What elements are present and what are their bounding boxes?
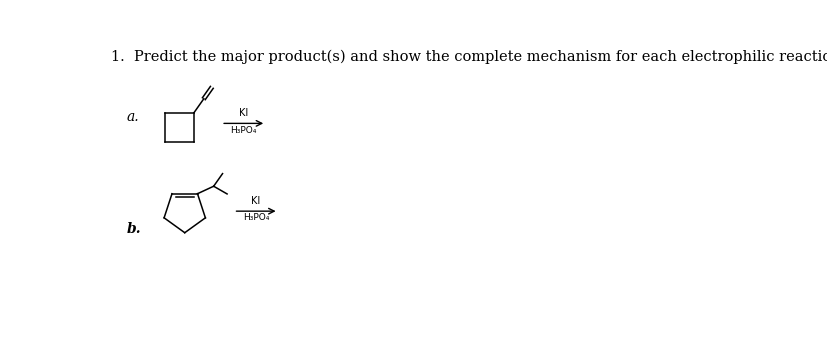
Text: KI: KI — [239, 108, 248, 118]
Text: a.: a. — [127, 110, 139, 124]
Text: b.: b. — [127, 222, 141, 236]
Text: 1.  Predict the major product(s) and show the complete mechanism for each electr: 1. Predict the major product(s) and show… — [111, 49, 827, 64]
Text: H₃PO₄: H₃PO₄ — [243, 213, 270, 222]
Text: KI: KI — [251, 196, 261, 206]
Text: H₃PO₄: H₃PO₄ — [231, 126, 257, 135]
